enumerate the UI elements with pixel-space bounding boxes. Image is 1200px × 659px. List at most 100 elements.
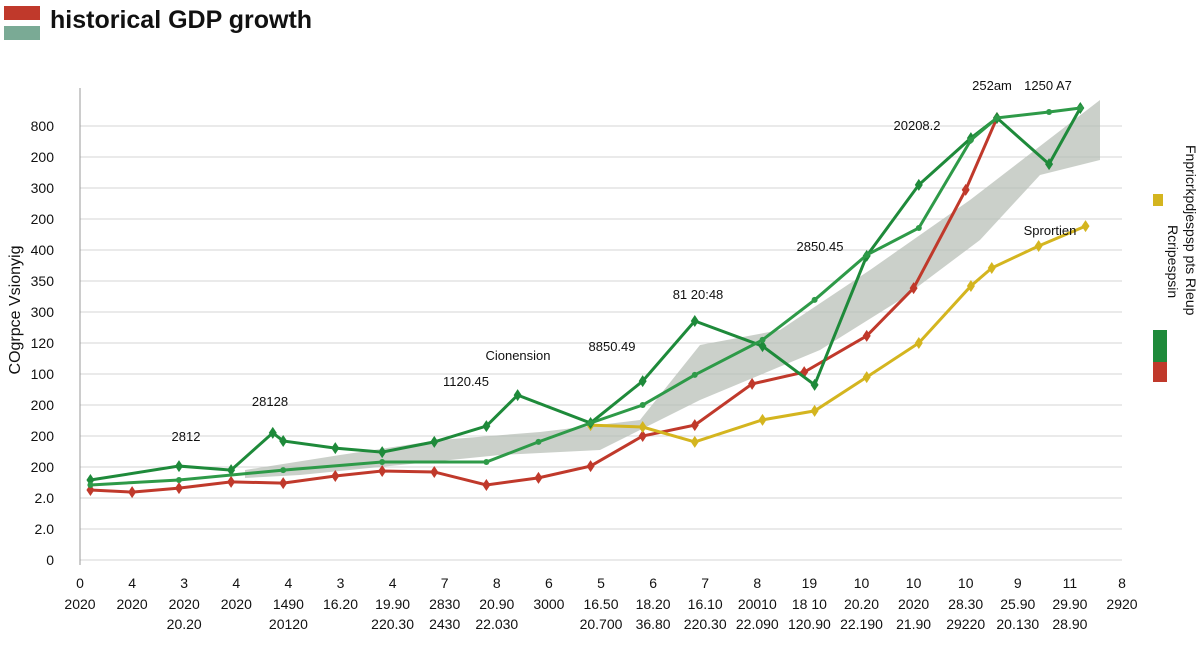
point-marker [587, 419, 594, 426]
point-marker [586, 460, 595, 473]
y-tick-label: 200 [31, 211, 55, 227]
point-marker [430, 435, 439, 448]
y-tick-label: 300 [31, 180, 55, 196]
x-tick-label: 28.90 [1052, 616, 1087, 632]
point-marker [987, 261, 996, 274]
annotation: Sprortien [1024, 223, 1077, 238]
y-tick-label: 300 [31, 304, 55, 320]
x-tick-label: 2920 [1106, 596, 1137, 612]
y-tick-label: 2.0 [35, 521, 55, 537]
x-tick-label: 120.90 [788, 616, 831, 632]
point-marker [128, 486, 137, 499]
point-marker [690, 419, 699, 432]
x-tick-label: 16.50 [583, 596, 618, 612]
y-tick-label: 200 [31, 149, 55, 165]
annotation: 2850.45 [797, 239, 844, 254]
point-marker [748, 377, 757, 390]
point-marker [863, 251, 870, 258]
x-tick-label: 9 [1014, 575, 1022, 591]
x-tick-label: 3000 [533, 596, 564, 612]
annotation: 1250 A7 [1024, 78, 1072, 93]
y-tick-label: 120 [31, 335, 55, 351]
point-marker [690, 435, 699, 448]
point-marker [534, 471, 543, 484]
x-tick-label: 21.90 [896, 616, 931, 632]
y-tick-label: 200 [31, 428, 55, 444]
point-marker [914, 178, 923, 191]
legend-label: Fnpricrkpdjespsp pts RIeup [1183, 145, 1199, 316]
point-marker [966, 279, 975, 292]
point-marker [378, 465, 387, 478]
point-marker [638, 430, 647, 442]
point-marker [175, 477, 182, 484]
point-marker [482, 420, 491, 433]
x-tick-label: 10 [906, 575, 922, 591]
point-marker [430, 465, 439, 478]
point-marker [862, 371, 871, 384]
x-tick-label: 16.10 [688, 596, 723, 612]
x-tick-label: 3 [180, 575, 188, 591]
point-marker [638, 421, 647, 434]
point-marker [513, 389, 522, 402]
y-tick-label: 350 [31, 273, 55, 289]
x-tick-label: 20010 [738, 596, 777, 612]
y-tick-label: 400 [31, 242, 55, 258]
point-marker [993, 114, 1000, 121]
y-tick-label: 2.0 [35, 490, 55, 506]
point-marker [810, 378, 819, 391]
x-tick-label: 16.20 [323, 596, 358, 612]
annotation: Cionension [485, 348, 550, 363]
chart-title: historical GDP growth [50, 6, 312, 34]
x-tick-label: 10 [854, 575, 870, 591]
annotation: 28128 [252, 394, 288, 409]
x-tick-label: 20.130 [996, 616, 1039, 632]
point-marker [280, 467, 287, 474]
legend-label: Rcripespsin [1165, 225, 1181, 298]
annotation: 2812 [172, 429, 201, 444]
x-tick-label: 22.190 [840, 616, 883, 632]
x-tick-label: 29.90 [1052, 596, 1087, 612]
y-tick-label: 200 [31, 459, 55, 475]
point-marker [914, 337, 923, 349]
x-tick-label: 2430 [429, 616, 460, 632]
point-marker [331, 442, 340, 455]
x-tick-label: 20.20 [844, 596, 879, 612]
y-tick-label: 100 [31, 366, 55, 382]
point-marker [331, 469, 340, 482]
x-tick-label: 8 [753, 575, 761, 591]
point-marker [1077, 105, 1084, 112]
point-marker [758, 413, 767, 426]
y-tick-label: 0 [46, 552, 54, 568]
point-marker [1045, 158, 1054, 171]
x-tick-label: 18.20 [636, 596, 671, 612]
point-marker [811, 296, 818, 303]
point-marker [268, 426, 277, 439]
x-tick-label: 20.700 [580, 616, 623, 632]
point-marker [759, 336, 766, 343]
point-marker [174, 460, 183, 473]
annotation: 81 20:48 [673, 287, 724, 302]
x-tick-label: 19.90 [375, 596, 410, 612]
x-tick-label: 22.090 [736, 616, 779, 632]
legend-swatch [1153, 330, 1167, 362]
point-marker [810, 404, 819, 417]
x-tick-label: 36.80 [636, 616, 671, 632]
point-marker [1034, 239, 1043, 252]
x-tick-label: 19 [802, 575, 818, 591]
x-tick-label: 0 [76, 575, 84, 591]
point-marker [862, 329, 871, 342]
x-tick-label: 4 [128, 575, 136, 591]
x-tick-label: 25.90 [1000, 596, 1035, 612]
x-tick-label: 2020 [169, 596, 200, 612]
annotation: 252am [972, 78, 1012, 93]
point-marker [909, 282, 918, 295]
point-marker [227, 475, 236, 488]
x-tick-label: 8 [1118, 575, 1126, 591]
legend: Rcripespsin Fnpricrkpdjespsp pts RIeup [1153, 145, 1199, 382]
point-marker [690, 314, 699, 327]
point-marker [379, 459, 386, 466]
x-tick-label: 18 10 [792, 596, 827, 612]
x-tick-label: 11 [1063, 575, 1078, 591]
y-axis-label: COgrpce Vsionyig [7, 246, 24, 375]
